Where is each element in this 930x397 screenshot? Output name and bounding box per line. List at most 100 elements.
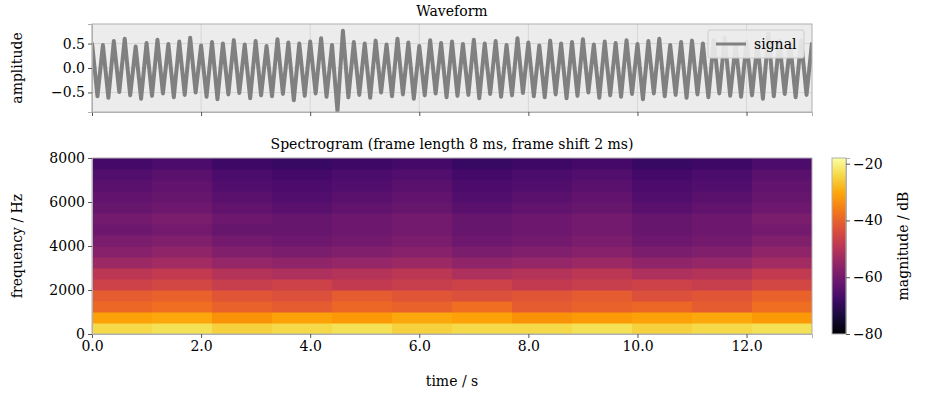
tick-mark bbox=[88, 68, 92, 69]
heatmap-cell bbox=[152, 180, 213, 192]
heatmap-cell bbox=[272, 213, 333, 225]
heatmap-cell bbox=[692, 191, 753, 203]
heatmap-cell bbox=[212, 191, 273, 203]
heatmap-cell bbox=[152, 290, 213, 302]
heatmap-cell bbox=[272, 323, 333, 334]
heatmap-cell bbox=[332, 301, 393, 313]
heatmap-cell bbox=[632, 158, 693, 170]
heatmap-cell bbox=[392, 235, 453, 247]
tick: 8000 bbox=[49, 150, 92, 166]
heatmap-cell bbox=[152, 257, 213, 269]
heatmap-cell bbox=[572, 213, 633, 225]
heatmap-cell bbox=[452, 158, 513, 170]
tick-label: −60 bbox=[853, 269, 883, 285]
heatmap-cell bbox=[392, 301, 453, 313]
heatmap-cell bbox=[452, 180, 513, 192]
heatmap-cell bbox=[272, 301, 333, 313]
tick-mark bbox=[637, 112, 638, 116]
heatmap-cell bbox=[152, 268, 213, 280]
heatmap-cell bbox=[272, 158, 333, 170]
heatmap-cell bbox=[92, 246, 153, 258]
heatmap-cell bbox=[92, 191, 153, 203]
heatmap-cell bbox=[572, 246, 633, 258]
heatmap-cell bbox=[92, 301, 153, 313]
heatmap-cell bbox=[512, 290, 573, 302]
tick-label: 2.0 bbox=[190, 338, 212, 354]
heatmap-cell bbox=[572, 268, 633, 280]
heatmap-cell bbox=[272, 191, 333, 203]
heatmap-cell bbox=[512, 257, 573, 269]
tick-label: −20 bbox=[853, 156, 883, 172]
heatmap-cell bbox=[572, 202, 633, 214]
heatmap-cell bbox=[632, 191, 693, 203]
tick bbox=[310, 112, 311, 116]
heatmap-cell bbox=[152, 235, 213, 247]
heatmap-cell bbox=[692, 158, 753, 170]
heatmap-cell bbox=[152, 246, 213, 258]
heatmap-cell bbox=[572, 224, 633, 236]
heatmap-cell bbox=[452, 290, 513, 302]
tick bbox=[637, 112, 638, 116]
heatmap-cell bbox=[152, 312, 213, 324]
grid-line bbox=[92, 92, 812, 93]
heatmap-cell bbox=[92, 257, 153, 269]
tick-label: 12.0 bbox=[731, 338, 762, 354]
heatmap-cell bbox=[392, 191, 453, 203]
heatmap-cell bbox=[392, 279, 453, 291]
tick: −0.5 bbox=[51, 84, 92, 100]
heatmap-cell bbox=[392, 224, 453, 236]
tick-mark bbox=[88, 92, 92, 93]
chart-title: Spectrogram (frame length 8 ms, frame sh… bbox=[271, 136, 634, 152]
heatmap-cell bbox=[632, 268, 693, 280]
tick-mark bbox=[846, 334, 850, 335]
heatmap-cell bbox=[752, 301, 812, 313]
heatmap-cell bbox=[212, 268, 273, 280]
heatmap-cell bbox=[752, 224, 812, 236]
heatmap-cell bbox=[212, 158, 273, 170]
heatmap-cell bbox=[272, 279, 333, 291]
heatmap-cell bbox=[692, 202, 753, 214]
heatmap-cell bbox=[212, 180, 273, 192]
tick: −60 bbox=[846, 269, 883, 285]
heatmap-cell bbox=[272, 235, 333, 247]
heatmap-cell bbox=[272, 268, 333, 280]
heatmap-cell bbox=[92, 224, 153, 236]
heatmap-cell bbox=[272, 290, 333, 302]
tick-mark bbox=[88, 290, 92, 291]
heatmap-cell bbox=[92, 169, 153, 181]
tick: 12.0 bbox=[731, 334, 762, 354]
heatmap-cell bbox=[452, 268, 513, 280]
tick-label: 0 bbox=[76, 326, 85, 342]
heatmap-cell bbox=[332, 180, 393, 192]
heatmap-cell bbox=[332, 224, 393, 236]
axis-line bbox=[88, 25, 93, 113]
axis-line bbox=[847, 159, 851, 335]
x-axis bbox=[93, 112, 813, 116]
tick-mark bbox=[88, 158, 92, 159]
heatmap-cell bbox=[92, 213, 153, 225]
heatmap-cell bbox=[572, 257, 633, 269]
tick-label: −40 bbox=[853, 212, 883, 228]
heatmap-cell bbox=[92, 158, 153, 170]
tick-label: 6000 bbox=[49, 194, 85, 210]
heatmap-cell bbox=[452, 301, 513, 313]
tick-mark bbox=[846, 220, 850, 221]
heatmap-cell bbox=[452, 323, 513, 334]
heatmap-cell bbox=[692, 268, 753, 280]
heatmap-cell bbox=[572, 180, 633, 192]
tick: 6.0 bbox=[409, 334, 431, 354]
heatmap-cell bbox=[572, 169, 633, 181]
tick bbox=[528, 112, 529, 116]
heatmap-cell bbox=[752, 268, 812, 280]
heatmap-cell bbox=[212, 246, 273, 258]
tick-label: −0.5 bbox=[51, 84, 85, 100]
heatmap bbox=[92, 158, 812, 334]
heatmap-cell bbox=[632, 202, 693, 214]
heatmap-cell bbox=[272, 202, 333, 214]
tick-mark bbox=[528, 112, 529, 116]
heatmap-cell bbox=[92, 312, 153, 324]
legend-box bbox=[708, 30, 804, 58]
heatmap-cell bbox=[152, 202, 213, 214]
tick: 0.5 bbox=[63, 36, 92, 52]
heatmap-cell bbox=[452, 213, 513, 225]
